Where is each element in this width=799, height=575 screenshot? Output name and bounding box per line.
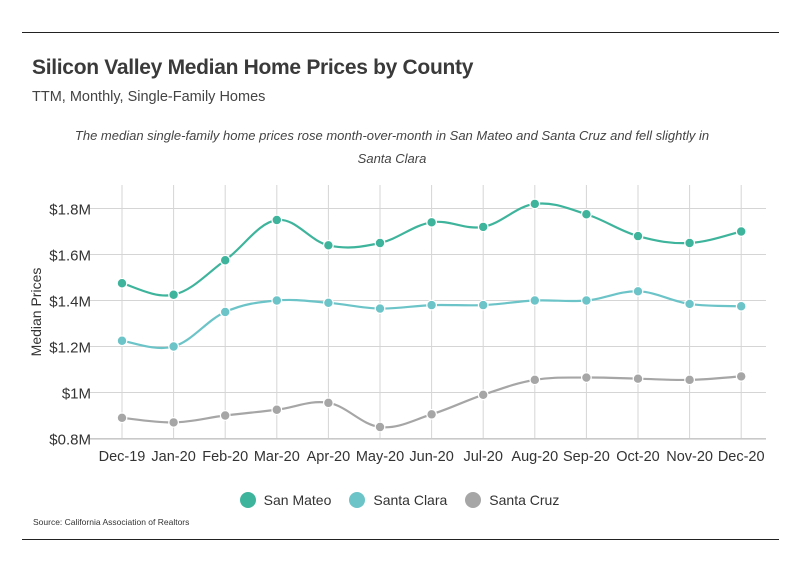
data-point-san-mateo bbox=[684, 237, 695, 249]
data-point-santa-clara bbox=[735, 300, 747, 312]
chart-title: Silicon Valley Median Home Prices by Cou… bbox=[32, 56, 474, 79]
data-point-san-mateo bbox=[219, 254, 231, 266]
x-tick-label: Apr-20 bbox=[307, 449, 351, 465]
data-point-santa-clara bbox=[581, 295, 592, 306]
data-point-san-mateo bbox=[323, 239, 334, 251]
data-point-san-mateo bbox=[426, 216, 438, 228]
y-tick-label: $1.4M bbox=[49, 294, 91, 311]
data-point-santa-cruz bbox=[477, 389, 489, 401]
data-point-santa-cruz bbox=[581, 372, 592, 383]
data-point-san-mateo bbox=[529, 198, 541, 210]
y-axis-label: Median Prices bbox=[28, 268, 44, 357]
source-note: Source: California Association of Realto… bbox=[33, 517, 190, 527]
data-point-santa-clara bbox=[529, 295, 541, 306]
x-tick-label: Sep-20 bbox=[563, 449, 610, 465]
legend-item-san-mateo: San Mateo bbox=[239, 492, 332, 508]
legend: San Mateo Santa Clara Santa Cruz bbox=[0, 492, 799, 511]
x-tick-label: May-20 bbox=[356, 449, 404, 465]
data-point-santa-cruz bbox=[529, 374, 541, 386]
y-tick-label: $1.8M bbox=[49, 202, 91, 219]
x-tick-label: Dec-20 bbox=[718, 449, 765, 465]
data-point-santa-cruz bbox=[323, 397, 334, 409]
top-rule bbox=[22, 32, 779, 33]
x-tick-label: Oct-20 bbox=[616, 449, 660, 465]
data-point-santa-cruz bbox=[735, 371, 747, 382]
legend-swatch-san-mateo bbox=[239, 492, 256, 508]
data-point-santa-clara bbox=[116, 335, 128, 347]
data-point-santa-cruz bbox=[374, 421, 386, 433]
data-point-santa-clara bbox=[374, 303, 386, 314]
legend-label-santa-cruz: Santa Cruz bbox=[489, 492, 560, 508]
data-point-santa-clara bbox=[684, 298, 695, 310]
data-point-santa-clara bbox=[632, 285, 644, 297]
legend-item-santa-cruz: Santa Cruz bbox=[465, 492, 559, 508]
x-tick-label: Jun-20 bbox=[409, 449, 453, 465]
data-point-san-mateo bbox=[271, 214, 283, 226]
data-point-santa-cruz bbox=[426, 408, 438, 420]
x-tick-label: Nov-20 bbox=[666, 449, 713, 465]
data-point-san-mateo bbox=[477, 221, 489, 233]
data-point-santa-clara bbox=[477, 299, 489, 311]
data-point-san-mateo bbox=[168, 289, 180, 301]
legend-label-santa-clara: Santa Clara bbox=[373, 492, 448, 508]
data-point-san-mateo bbox=[632, 230, 644, 242]
data-point-santa-cruz bbox=[271, 404, 283, 416]
legend-swatch-santa-cruz bbox=[465, 492, 482, 508]
data-point-santa-cruz bbox=[684, 374, 695, 386]
data-point-santa-clara bbox=[219, 306, 231, 318]
bottom-rule bbox=[22, 539, 779, 540]
data-point-santa-cruz bbox=[168, 417, 180, 428]
x-tick-label: Jul-20 bbox=[463, 449, 503, 465]
chart-subtitle: TTM, Monthly, Single-Family Homes bbox=[32, 89, 266, 105]
chart-description: The median single-family home prices ros… bbox=[74, 128, 710, 166]
data-point-santa-cruz bbox=[116, 412, 128, 424]
legend-swatch-santa-clara bbox=[349, 492, 366, 508]
legend-label-san-mateo: San Mateo bbox=[263, 492, 332, 508]
x-tick-label: Feb-20 bbox=[202, 449, 248, 465]
y-tick-label: $1M bbox=[62, 386, 91, 403]
data-point-santa-clara bbox=[323, 297, 334, 309]
x-tick-label: Mar-20 bbox=[254, 449, 300, 465]
data-point-santa-clara bbox=[426, 299, 438, 311]
x-tick-label: Dec-19 bbox=[99, 449, 146, 465]
data-point-santa-cruz bbox=[632, 373, 644, 385]
legend-item-santa-clara: Santa Clara bbox=[349, 492, 447, 508]
x-tick-label: Jan-20 bbox=[151, 449, 195, 465]
data-point-santa-cruz bbox=[219, 410, 231, 421]
y-tick-label: $1.6M bbox=[49, 248, 91, 265]
data-point-santa-clara bbox=[271, 295, 283, 306]
x-tick-label: Aug-20 bbox=[511, 449, 558, 465]
data-point-san-mateo bbox=[735, 226, 747, 237]
data-point-san-mateo bbox=[116, 277, 128, 289]
data-point-santa-clara bbox=[168, 341, 180, 352]
data-point-san-mateo bbox=[374, 237, 386, 249]
y-tick-label: $0.8M bbox=[49, 432, 91, 449]
y-tick-label: $1.2M bbox=[49, 340, 91, 357]
data-point-san-mateo bbox=[581, 208, 592, 220]
